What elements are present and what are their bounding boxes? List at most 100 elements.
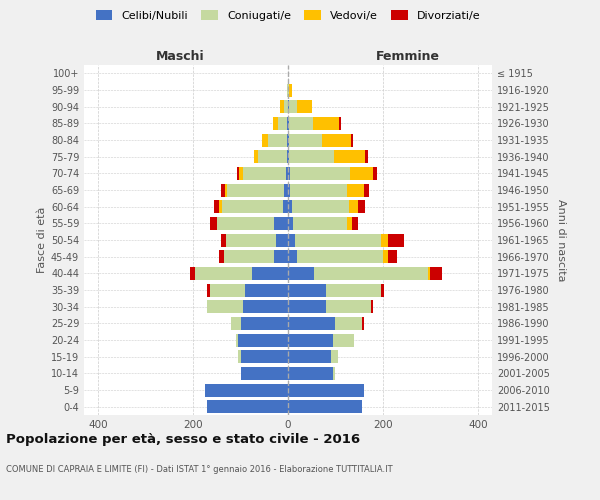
Bar	[292, 200, 349, 213]
Bar	[283, 200, 288, 213]
Bar	[288, 100, 289, 113]
Bar	[289, 84, 292, 96]
Bar	[331, 350, 338, 363]
Bar	[428, 267, 430, 280]
Bar	[288, 217, 293, 230]
Bar	[237, 167, 239, 180]
Bar	[287, 84, 288, 96]
Bar	[298, 250, 383, 263]
Bar	[245, 284, 288, 296]
Bar	[241, 350, 288, 363]
Bar	[383, 250, 388, 263]
Bar	[288, 134, 289, 146]
Bar	[288, 267, 314, 280]
Bar	[288, 317, 335, 330]
Bar	[239, 167, 243, 180]
Bar	[290, 184, 347, 196]
Bar	[364, 184, 368, 196]
Legend: Celibi/Nubili, Coniugati/e, Vedovi/e, Divorziati/e: Celibi/Nubili, Coniugati/e, Vedovi/e, Di…	[91, 6, 485, 25]
Bar	[288, 400, 362, 413]
Bar	[289, 117, 313, 130]
Bar	[241, 367, 288, 380]
Bar	[253, 267, 288, 280]
Bar	[314, 267, 428, 280]
Bar	[273, 117, 278, 130]
Bar	[334, 150, 365, 163]
Bar	[288, 350, 331, 363]
Bar	[288, 167, 290, 180]
Bar	[284, 100, 288, 113]
Bar	[280, 100, 284, 113]
Bar	[210, 284, 245, 296]
Bar	[333, 334, 355, 346]
Bar	[208, 284, 210, 296]
Bar	[365, 150, 368, 163]
Bar	[221, 200, 283, 213]
Bar	[258, 150, 287, 163]
Bar	[196, 267, 253, 280]
Bar	[286, 167, 288, 180]
Bar	[227, 184, 284, 196]
Bar	[287, 117, 288, 130]
Bar	[208, 300, 243, 313]
Bar	[371, 300, 373, 313]
Bar	[219, 200, 221, 213]
Bar	[208, 400, 288, 413]
Bar	[236, 334, 238, 346]
Text: Maschi: Maschi	[155, 50, 205, 62]
Bar	[224, 250, 274, 263]
Bar	[219, 250, 224, 263]
Bar	[231, 317, 241, 330]
Bar	[254, 150, 258, 163]
Bar	[238, 334, 288, 346]
Bar	[333, 367, 335, 380]
Bar	[288, 200, 292, 213]
Bar	[350, 134, 353, 146]
Bar	[241, 317, 288, 330]
Bar	[288, 184, 290, 196]
Text: Femmine: Femmine	[376, 50, 440, 62]
Bar	[238, 350, 241, 363]
Bar	[347, 184, 364, 196]
Bar	[225, 184, 227, 196]
Bar	[350, 167, 373, 180]
Y-axis label: Fasce di età: Fasce di età	[37, 207, 47, 273]
Bar	[358, 200, 365, 213]
Text: COMUNE DI CAPRAIA E LIMITE (FI) - Dati ISTAT 1° gennaio 2016 - Elaborazione TUTT: COMUNE DI CAPRAIA E LIMITE (FI) - Dati I…	[6, 466, 392, 474]
Bar	[339, 117, 341, 130]
Bar	[243, 167, 286, 180]
Bar	[288, 117, 289, 130]
Bar	[274, 217, 288, 230]
Bar	[288, 334, 333, 346]
Bar	[335, 317, 362, 330]
Bar	[221, 184, 225, 196]
Bar	[349, 200, 358, 213]
Y-axis label: Anni di nascita: Anni di nascita	[556, 198, 566, 281]
Bar	[290, 167, 350, 180]
Bar	[243, 300, 288, 313]
Bar	[380, 234, 388, 246]
Bar	[380, 284, 385, 296]
Bar	[262, 134, 268, 146]
Bar	[352, 217, 358, 230]
Bar	[362, 317, 364, 330]
Bar	[274, 250, 288, 263]
Bar	[217, 217, 274, 230]
Bar	[288, 300, 326, 313]
Bar	[288, 250, 298, 263]
Bar	[289, 134, 322, 146]
Bar	[284, 184, 288, 196]
Bar	[288, 284, 326, 296]
Bar	[298, 100, 312, 113]
Bar	[322, 134, 350, 146]
Bar	[221, 234, 226, 246]
Bar	[268, 134, 287, 146]
Bar	[293, 217, 347, 230]
Bar	[288, 384, 364, 396]
Bar	[288, 234, 295, 246]
Bar	[205, 384, 288, 396]
Bar	[373, 167, 377, 180]
Bar	[388, 234, 404, 246]
Bar	[276, 234, 288, 246]
Bar	[289, 150, 334, 163]
